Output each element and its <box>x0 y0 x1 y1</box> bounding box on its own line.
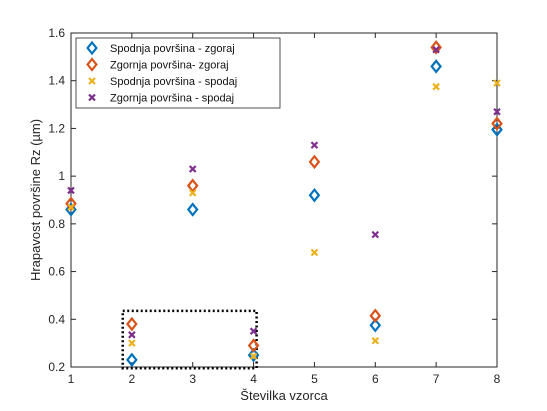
data-point-s3-1 <box>67 203 75 211</box>
data-point-s2-5 <box>308 154 321 170</box>
data-point-s3-2 <box>128 339 136 347</box>
data-series <box>65 40 503 368</box>
y-axis-label: Hrapavost površine Rz (µm) <box>28 119 43 281</box>
legend-marker-3 <box>88 77 96 85</box>
legend-marker-1 <box>86 40 98 56</box>
legend-entry-3: Spodnja površina - spodaj <box>110 76 237 88</box>
series-2 <box>65 40 503 353</box>
x-marker-stroke <box>432 45 440 54</box>
data-point-s4-6 <box>371 230 380 239</box>
data-point-s3-5 <box>310 248 319 257</box>
y-tick-label: 1.2 <box>48 121 65 135</box>
x-marker-stroke <box>67 203 75 211</box>
legend-entry-1: Spodnja površina - zgoraj <box>110 43 235 55</box>
data-point-s4-5 <box>310 141 319 149</box>
data-point-s2-8 <box>491 116 503 131</box>
data-point-s1-5 <box>308 187 321 203</box>
x-tick-label: 1 <box>68 372 75 386</box>
x-marker-stroke <box>371 230 380 239</box>
x-tick-label: 8 <box>494 372 501 386</box>
x-marker-stroke <box>188 165 197 173</box>
data-point-s1-3 <box>186 202 199 217</box>
x-marker-stroke <box>88 93 96 102</box>
legend-entry-4: Zgornja površina - spodaj <box>110 93 234 105</box>
data-point-s1-6 <box>369 317 382 333</box>
x-marker-stroke <box>249 352 258 361</box>
data-point-s4-8 <box>493 107 501 116</box>
dotted-highlight-box <box>121 309 258 370</box>
legend-entry-2: Zgornja površina- zgoraj <box>110 60 229 72</box>
x-marker-stroke <box>310 141 319 149</box>
data-point-s4-7 <box>432 45 440 54</box>
data-point-s2-6 <box>369 308 382 323</box>
x-tick-label: 7 <box>433 372 440 386</box>
y-tick-label: 1.4 <box>48 74 65 88</box>
x-marker-stroke <box>371 336 380 345</box>
legend-marker-2 <box>86 57 98 72</box>
x-marker-stroke <box>67 186 75 195</box>
data-point-s3-6 <box>371 336 380 345</box>
data-point-s2-7 <box>430 40 442 55</box>
data-point-s2-1 <box>65 196 77 211</box>
x-marker-stroke <box>128 331 136 339</box>
data-point-s3-8 <box>493 79 501 87</box>
y-tick-label: 0.2 <box>48 360 65 374</box>
y-tick-label: 1.6 <box>48 26 65 40</box>
data-point-s3-7 <box>432 82 440 91</box>
x-axis-label: Številka vzorca <box>240 388 328 403</box>
data-point-s1-2 <box>126 352 138 368</box>
series-3 <box>67 79 501 361</box>
data-point-s1-7 <box>430 59 442 74</box>
y-tick-label: 0.6 <box>48 265 65 279</box>
x-marker-stroke <box>88 77 96 85</box>
x-tick-label: 6 <box>372 372 379 386</box>
series-4 <box>67 45 501 339</box>
x-marker-stroke <box>432 82 440 91</box>
x-marker-stroke <box>310 248 319 257</box>
data-point-s1-1 <box>65 202 77 217</box>
data-point-s2-2 <box>126 316 138 332</box>
y-tick-label: 0.4 <box>48 312 65 326</box>
data-point-s2-3 <box>186 178 199 193</box>
x-marker-stroke <box>128 339 136 347</box>
data-point-s4-1 <box>67 186 75 195</box>
x-tick-label: 4 <box>250 372 257 386</box>
x-marker-stroke <box>249 327 258 335</box>
annotation-box <box>121 309 258 370</box>
legend: Spodnja površina - zgoraj Zgornja površin… <box>75 37 281 109</box>
y-tick-label: 0.8 <box>48 217 65 231</box>
data-point-s4-2 <box>128 331 136 339</box>
x-tick-label: 3 <box>189 372 196 386</box>
data-point-s4-3 <box>188 165 197 173</box>
data-point-s3-4 <box>249 352 258 361</box>
y-tick-label: 1 <box>58 169 65 183</box>
x-marker-stroke <box>188 189 197 197</box>
data-point-s2-4 <box>247 338 260 353</box>
data-point-s1-8 <box>491 122 503 137</box>
x-axis: 1 2 3 4 5 6 7 8 <box>68 33 501 386</box>
legend-box <box>75 37 281 109</box>
x-tick-label: 5 <box>311 372 318 386</box>
x-marker-stroke <box>493 107 501 116</box>
data-point-s4-4 <box>249 327 258 335</box>
legend-marker-4 <box>88 93 96 102</box>
x-tick-label: 2 <box>129 372 136 386</box>
data-point-s3-3 <box>188 189 197 197</box>
x-marker-stroke <box>493 79 501 87</box>
